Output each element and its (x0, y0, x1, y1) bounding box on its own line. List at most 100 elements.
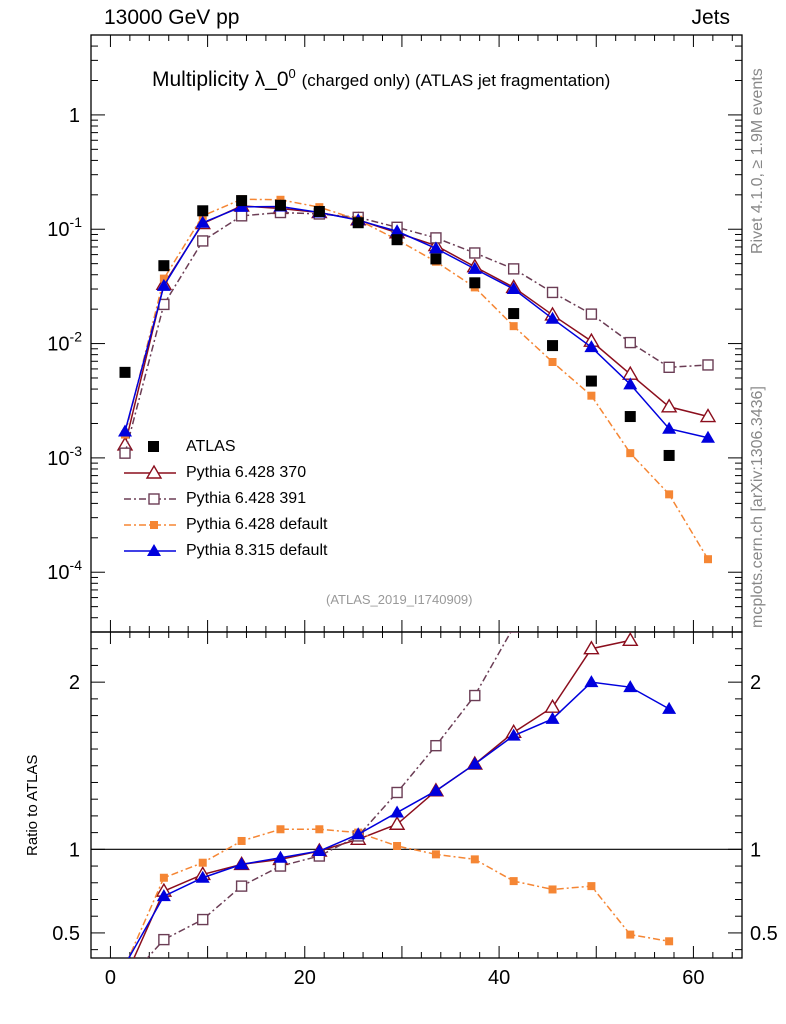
legend-item-atlas: ATLAS (120, 436, 327, 462)
pythia-6428-default-ratio-point (121, 962, 129, 970)
pythia-6428-391-main-point (546, 286, 559, 299)
ratio-y-tick-label: 0.5 (52, 923, 80, 945)
pythia-8315-default-ratio-point (584, 675, 599, 688)
x-tick-label: 40 (488, 967, 510, 989)
ratio-y-tick-label-right: 1 (750, 839, 761, 861)
pythia-6428-default-ratio-point (237, 836, 246, 845)
pythia-8315-default-ratio-point (545, 711, 560, 724)
legend-marker-atlas (148, 441, 159, 452)
pythia-8315-default-ratio-point (506, 728, 521, 741)
pythia-6428-370-ratio-point (544, 698, 561, 713)
atlas-main-point (624, 411, 636, 423)
pythia-6428-default-main-point (159, 274, 168, 283)
ratio-panel-frame (90, 631, 743, 959)
legend-marker-p8def (124, 544, 176, 556)
pythia-8315-default-ratio-point (156, 889, 171, 902)
pythia-6428-370-ratio-point (583, 640, 600, 655)
atlas-main-point (585, 375, 597, 387)
pythia-6428-370-main-point (699, 408, 717, 423)
pythia-8315-default-main-line (124, 205, 709, 439)
y-tick-label: 1 (69, 105, 80, 127)
pythia-6428-391-ratio-point (430, 739, 442, 752)
pythia-8315-default-main-point (390, 224, 405, 237)
atlas-main-point (313, 205, 325, 217)
pythia-8315-default-main-point (545, 311, 560, 324)
y-tick-label: 10-2 (47, 329, 82, 356)
pythia-6428-default-ratio-point (159, 873, 168, 882)
pythia-6428-default-ratio-point (548, 885, 557, 894)
pythia-6428-370-ratio-point (118, 971, 132, 983)
main-series-layer (116, 195, 717, 564)
legend-marker-p6def (124, 521, 176, 529)
pythia-6428-default-ratio-point (665, 937, 674, 946)
legend-item-p370: Pythia 6.428 370 (120, 462, 327, 488)
pythia-6428-default-ratio-line (127, 828, 670, 958)
pythia-6428-370-ratio-line (133, 639, 631, 958)
pythia-6428-default-main-point (703, 555, 712, 564)
legend-label: Pythia 6.428 370 (186, 464, 307, 481)
atlas-main-point (236, 195, 248, 207)
legend-marker-p391 (124, 493, 176, 505)
pythia-6428-391-ratio-point (158, 933, 170, 946)
ratio-y-tick-label-right: 0.5 (750, 923, 778, 945)
pythia-8315-default-ratio-point (195, 870, 210, 883)
legend-item-p391: Pythia 6.428 391 (120, 488, 327, 514)
pythia-6428-default-ratio-point (509, 877, 518, 886)
ratio-y-tick-labels: 0.5 0.5 1 1 2 2 (52, 672, 778, 945)
legend-label: ATLAS (186, 438, 236, 455)
pythia-8315-default-main-point (195, 215, 210, 228)
pythia-6428-391-ratio-point (120, 978, 130, 988)
legend-item-p6def: Pythia 6.428 default (120, 514, 327, 540)
pythia-6428-default-ratio-point (470, 855, 479, 864)
pythia-8315-default-main-point (506, 282, 521, 295)
pythia-6428-391-main-line (124, 211, 709, 454)
pythia-6428-default-ratio-point (626, 930, 635, 939)
legend: ATLAS Pythia 6.428 370 Pythia 6.428 391 … (120, 436, 327, 566)
title-main: Multiplicity λ_0 (152, 68, 289, 91)
analysis-id: (ATLAS_2019_I1740909) (326, 592, 473, 607)
pythia-6428-370-ratio-point (622, 632, 639, 647)
pythia-8315-default-main-point (156, 278, 171, 291)
pythia-6428-391-main-point (624, 336, 636, 349)
pythia-6428-default-main-point (626, 449, 635, 458)
pythia-6428-391-main-point (235, 210, 248, 222)
ratio-series-layer (118, 632, 677, 988)
atlas-main-point (197, 205, 209, 217)
pythia-6428-default-main-point (548, 357, 557, 366)
atlas-main-point (119, 366, 131, 378)
ratio-y-tick-label: 1 (69, 839, 80, 861)
pythia-6428-391-ratio-point (469, 689, 481, 702)
pythia-8315-default-ratio-point (351, 827, 366, 840)
pythia-8315-default-ratio-point (312, 844, 327, 857)
x-tick-label: 0 (105, 967, 116, 989)
atlas-main-point (547, 340, 559, 352)
ratio-y-axis-title: Ratio to ATLAS (24, 754, 41, 856)
pythia-6428-391-main-point (469, 247, 481, 259)
pythia-6428-default-ratio-point (431, 850, 440, 859)
title-subtitle: (charged only) (ATLAS jet fragmentation) (301, 71, 611, 90)
x-tick-label: 60 (682, 967, 704, 989)
atlas-main-point (352, 217, 364, 229)
pythia-6428-391-ratio-line (146, 632, 512, 958)
pythia-6428-default-ratio-point (276, 825, 285, 834)
atlas-main-point (663, 449, 675, 461)
legend-marker-p370 (124, 464, 176, 479)
atlas-main-point (158, 260, 170, 272)
pythia-8315-default-main-point (700, 430, 715, 443)
y-tick-label: 10-4 (47, 557, 82, 584)
pythia-6428-391-main-point (119, 447, 131, 459)
pythia-6428-391-main-point (197, 235, 209, 247)
pythia-6428-391-ratio-point (235, 880, 248, 892)
pythia-8315-default-ratio-point (273, 850, 288, 863)
main-axis-ticks (91, 34, 742, 644)
pythia-8315-default-main-point (467, 261, 482, 274)
legend-label: Pythia 8.315 default (186, 542, 328, 559)
pythia-6428-391-ratio-point (197, 913, 209, 926)
pythia-6428-default-main-point (509, 322, 518, 331)
beam-label: 13000 GeV pp (104, 6, 240, 29)
pythia-6428-391-ratio-point (507, 632, 520, 633)
pythia-8315-default-ratio-point (234, 857, 249, 870)
pythia-6428-default-ratio-point (198, 858, 207, 867)
main-y-tick-labels: 1 10-1 10-2 10-3 10-4 (47, 105, 82, 584)
